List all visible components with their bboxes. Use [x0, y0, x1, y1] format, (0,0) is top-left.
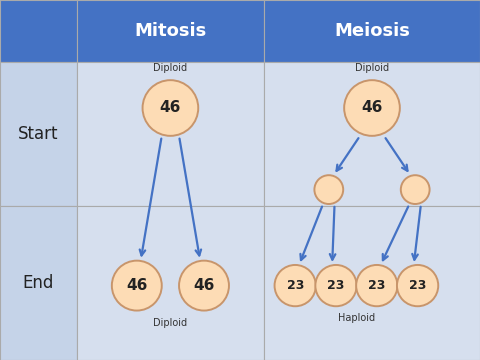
- Text: Diploid: Diploid: [355, 63, 389, 73]
- Text: Meiosis: Meiosis: [334, 22, 410, 40]
- Bar: [77, 206, 264, 360]
- Bar: [77, 0, 264, 62]
- Bar: [0, 62, 77, 206]
- Bar: [0, 206, 77, 360]
- Text: Diploid: Diploid: [153, 63, 188, 73]
- Text: Diploid: Diploid: [153, 318, 188, 328]
- Text: Haploid: Haploid: [338, 314, 375, 323]
- Text: 46: 46: [160, 100, 181, 116]
- Text: Start: Start: [18, 125, 59, 143]
- Text: 46: 46: [126, 278, 147, 293]
- Text: 23: 23: [327, 279, 345, 292]
- Text: 46: 46: [361, 100, 383, 116]
- Circle shape: [143, 80, 198, 136]
- Text: End: End: [23, 274, 54, 292]
- Text: 23: 23: [287, 279, 304, 292]
- Text: 46: 46: [193, 278, 215, 293]
- Circle shape: [401, 175, 430, 204]
- Circle shape: [356, 265, 397, 306]
- Circle shape: [275, 265, 316, 306]
- Text: 23: 23: [368, 279, 385, 292]
- Bar: [0, 0, 77, 62]
- Bar: [264, 62, 480, 206]
- Circle shape: [315, 265, 357, 306]
- Bar: [264, 0, 480, 62]
- Circle shape: [314, 175, 343, 204]
- Text: 23: 23: [409, 279, 426, 292]
- Bar: [77, 62, 264, 206]
- Bar: [264, 206, 480, 360]
- Circle shape: [179, 261, 229, 311]
- Circle shape: [112, 261, 162, 311]
- Text: Mitosis: Mitosis: [134, 22, 206, 40]
- Circle shape: [344, 80, 400, 136]
- Circle shape: [397, 265, 438, 306]
